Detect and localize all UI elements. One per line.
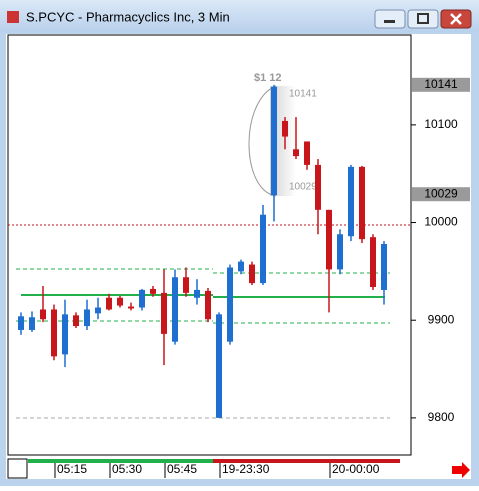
candle-body: [304, 141, 310, 165]
price-marker-label: 10029: [424, 186, 458, 200]
candle-body: [238, 261, 244, 272]
candle-body: [249, 264, 255, 284]
candle-body: [172, 277, 178, 342]
candle-body: [381, 244, 387, 290]
candle-body: [84, 309, 90, 327]
maximize-icon: [417, 13, 429, 24]
candle-body: [337, 234, 343, 270]
candle-body: [18, 316, 24, 330]
candle-body: [40, 309, 46, 320]
session-bar: [28, 459, 213, 463]
scroll-arrow[interactable]: [452, 462, 470, 478]
price-marker: [412, 187, 470, 202]
candle-body: [315, 164, 321, 210]
close-icon: [450, 13, 462, 25]
candle-body: [194, 289, 200, 298]
candle-body: [359, 166, 365, 240]
candle-body: [29, 317, 35, 330]
session-bar: [213, 459, 400, 463]
y-tick-label: 10000: [424, 215, 458, 229]
candle-body: [106, 297, 112, 310]
candle-body: [183, 277, 189, 293]
corner-box[interactable]: [7, 458, 28, 479]
minimize-icon: [384, 20, 395, 23]
annotation: $1 12: [254, 72, 282, 84]
annotation: 10141: [289, 89, 317, 100]
x-tick-label: 19-23:30: [222, 462, 270, 476]
x-tick-label: 05:30: [112, 462, 142, 476]
candle-body: [370, 237, 376, 287]
candle-body: [51, 309, 57, 357]
maximize-button[interactable]: [407, 9, 439, 29]
candle-body: [150, 288, 156, 294]
x-tick-label: 05:45: [167, 462, 197, 476]
candle-body: [326, 209, 332, 270]
price-marker-label: 10141: [424, 77, 458, 91]
x-tick-label: 20-00:00: [332, 462, 380, 476]
candle-body: [205, 290, 211, 320]
range-bracket: [248, 85, 277, 197]
candle-body: [271, 86, 277, 196]
y-tick-label: 9800: [428, 410, 455, 424]
candle-body: [128, 306, 134, 309]
candle-body: [139, 289, 145, 308]
window-title: S.PCYC - Pharmacyclics Inc, 3 Min: [26, 9, 230, 24]
candle-body: [227, 267, 233, 342]
candle-body: [62, 314, 68, 355]
candle-body: [348, 166, 354, 237]
x-tick-label: 05:15: [57, 462, 87, 476]
minimize-button[interactable]: [374, 9, 406, 29]
price-marker: [412, 77, 470, 92]
candle-body: [293, 149, 299, 157]
plot-frame: [7, 34, 412, 456]
candle-body: [117, 297, 123, 306]
candle-body: [216, 314, 222, 418]
app-icon: [7, 11, 19, 23]
candle-body: [282, 120, 288, 137]
candle-body: [161, 292, 167, 334]
candle-body: [260, 214, 266, 284]
y-tick-label: 10100: [424, 117, 458, 131]
y-tick-label: 9900: [428, 312, 455, 326]
candle-body: [95, 307, 101, 314]
candle-body: [73, 315, 79, 327]
annotation: 10029: [289, 182, 317, 193]
